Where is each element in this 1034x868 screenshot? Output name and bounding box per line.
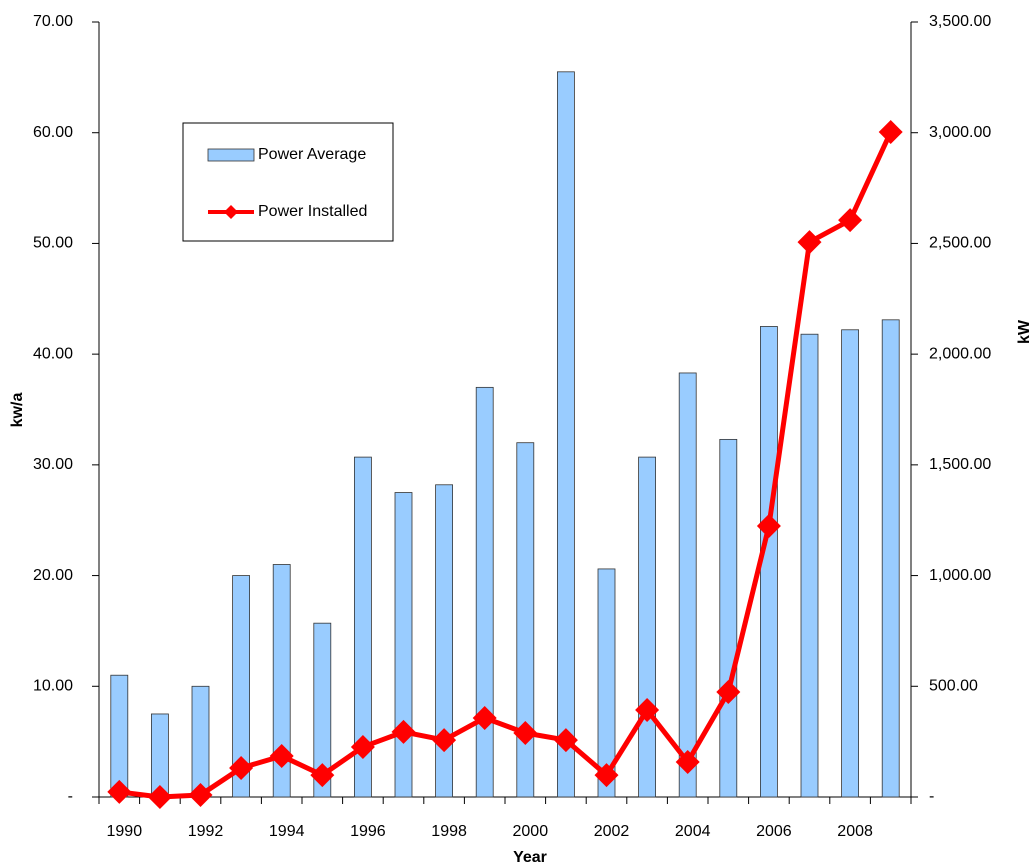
legend-swatch: [207, 148, 255, 162]
legend-box: [182, 122, 394, 242]
y2-tick-label: 3,000.00: [929, 124, 991, 141]
y2-tick-label: 3,500.00: [929, 13, 991, 30]
marker: [310, 763, 335, 788]
y2-tick-label: 2,500.00: [929, 235, 991, 252]
bar: [150, 713, 169, 798]
marker: [472, 705, 497, 730]
y2-tick-label: 2,000.00: [929, 345, 991, 362]
y-tick-label: 60.00: [33, 124, 73, 141]
bar: [110, 674, 129, 798]
y-axis-title: kw/a: [9, 393, 26, 428]
y-tick-label: -: [68, 788, 73, 805]
bar: [881, 319, 900, 798]
y-tick-label: 50.00: [33, 235, 73, 252]
bar: [800, 333, 819, 798]
bar: [272, 564, 291, 798]
marker: [432, 728, 457, 753]
marker: [594, 763, 619, 788]
marker: [838, 208, 863, 233]
bar: [760, 326, 778, 798]
bar: [475, 386, 494, 798]
bar: [557, 71, 575, 798]
marker: [797, 230, 822, 255]
x-tick-label: 1994: [269, 823, 305, 840]
y-tick-label: 30.00: [33, 456, 73, 473]
legend-label: Power Average: [258, 146, 366, 163]
y2-tick-label: 1,000.00: [929, 567, 991, 584]
bar: [638, 456, 656, 798]
y-tick-label: 10.00: [33, 678, 73, 695]
y2-axis-title: kW: [1016, 319, 1033, 344]
bar: [353, 456, 372, 798]
x-tick-label: 2004: [675, 823, 711, 840]
marker: [513, 721, 538, 746]
marker: [878, 120, 903, 145]
y-tick-label: 40.00: [33, 345, 73, 362]
x-axis-title: Year: [513, 849, 547, 866]
x-tick-label: 2008: [837, 823, 873, 840]
marker: [229, 755, 254, 780]
bar: [394, 492, 413, 798]
marker: [716, 680, 741, 705]
legend-label: Power Installed: [258, 203, 367, 220]
marker: [756, 513, 781, 538]
marker: [188, 783, 213, 808]
y2-tick-label: -: [929, 788, 934, 805]
marker: [391, 719, 416, 744]
bar: [313, 622, 332, 798]
marker: [553, 728, 578, 753]
marker: [147, 785, 172, 809]
bar: [678, 372, 697, 798]
marker: [107, 779, 132, 804]
x-tick-label: 2006: [756, 823, 792, 840]
x-tick-label: 1990: [107, 823, 143, 840]
y-tick-label: 70.00: [33, 13, 73, 30]
marker: [635, 697, 660, 722]
marker: [350, 734, 375, 759]
y2-tick-label: 500.00: [929, 678, 978, 695]
bar: [435, 484, 454, 798]
y-tick-label: 20.00: [33, 567, 73, 584]
x-tick-label: 1992: [188, 823, 224, 840]
x-tick-label: 1996: [350, 823, 386, 840]
x-tick-label: 1998: [431, 823, 467, 840]
x-tick-label: 2002: [594, 823, 630, 840]
bar: [191, 685, 210, 798]
y2-tick-label: 1,500.00: [929, 456, 991, 473]
bar: [841, 329, 859, 798]
legend-swatch: [224, 205, 238, 219]
marker: [269, 744, 294, 769]
marker: [675, 750, 700, 775]
x-tick-label: 2000: [513, 823, 549, 840]
bar: [516, 442, 535, 798]
bar: [597, 568, 616, 798]
bar: [719, 438, 738, 798]
bar: [232, 575, 251, 798]
